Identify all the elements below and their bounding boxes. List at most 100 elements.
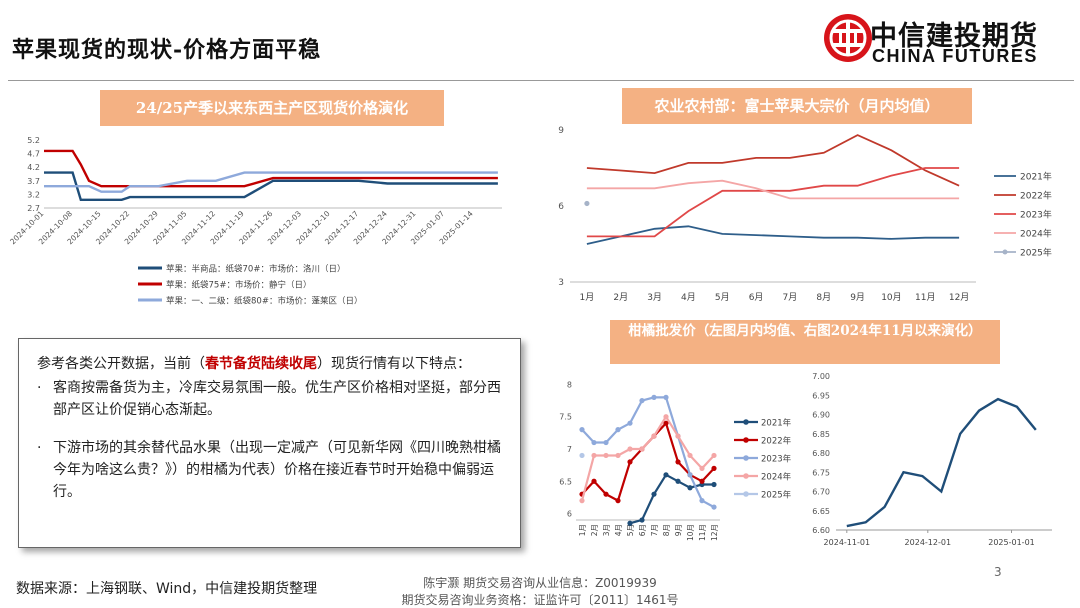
series-point — [675, 433, 681, 439]
x-tick-label: 11月 — [915, 292, 935, 303]
series-point — [711, 504, 717, 510]
series-line — [586, 167, 960, 238]
series-point — [651, 491, 657, 497]
x-tick-label: 6月 — [638, 524, 647, 536]
series-point — [579, 498, 585, 504]
x-tick-label: 2月 — [613, 292, 628, 303]
series-point — [615, 427, 621, 433]
series-point — [675, 459, 681, 465]
x-tick-label: 3月 — [602, 524, 611, 536]
series-point — [591, 439, 597, 446]
series-point — [699, 498, 705, 504]
series-point — [663, 472, 669, 478]
series-point — [591, 478, 597, 484]
series-point — [615, 498, 621, 504]
y-tick-label: 3.2 — [27, 190, 40, 199]
series-line — [586, 179, 960, 200]
legend-label: 苹果：一、二级：纸袋80#：市场价：蓬莱区（日） — [166, 296, 362, 307]
apple-spot-price-chart: 2.73.23.74.24.75.22024-10-012024-10-0820… — [8, 136, 502, 307]
legend-label: 2021年 — [761, 418, 792, 429]
legend-label: 2022年 — [761, 436, 792, 447]
commentary-bullet: · 客商按需备货为主，冷库交易氛围一般。优生产区价格相对坚挺，部分西部产区让价促销… — [37, 380, 501, 418]
y-tick-label: 7.5 — [559, 413, 572, 422]
x-tick-label: 12月 — [949, 292, 969, 303]
x-tick-label: 1月 — [578, 524, 587, 536]
series-point — [687, 452, 693, 459]
series-point — [651, 433, 657, 439]
x-tick-label: 10月 — [881, 292, 901, 303]
legend-marker — [743, 455, 749, 461]
series-point — [675, 478, 681, 484]
x-tick-label: 11月 — [698, 524, 707, 541]
legend-label: 2021年 — [1020, 171, 1052, 183]
x-tick-label: 5月 — [626, 524, 635, 536]
series-line — [44, 171, 498, 193]
series-point — [603, 491, 609, 497]
series-line — [44, 149, 498, 188]
series-point — [627, 420, 633, 426]
y-tick-label: 8 — [567, 380, 572, 389]
x-tick-label: 8月 — [662, 524, 671, 536]
legend-label: 2024年 — [1020, 228, 1052, 240]
legend-label: 2023年 — [1020, 209, 1052, 221]
x-tick-label: 12月 — [710, 524, 719, 541]
x-tick-label: 4月 — [614, 524, 623, 536]
y-tick-label: 6.95 — [812, 391, 830, 400]
series-line — [586, 225, 960, 245]
legend-marker — [743, 419, 749, 425]
series-point — [639, 517, 645, 523]
series-point — [651, 394, 657, 400]
series-point — [627, 520, 633, 526]
legend-label: 2025年 — [761, 490, 792, 501]
legend-label: 2022年 — [1020, 190, 1052, 202]
x-tick-label: 2025-01-01 — [988, 538, 1035, 547]
series-point — [699, 465, 705, 471]
y-tick-label: 4.7 — [27, 150, 40, 159]
y-tick-label: 7.00 — [812, 372, 830, 381]
x-tick-label: 1月 — [580, 292, 595, 303]
page-number: 3 — [994, 565, 1002, 579]
legend-label: 2024年 — [761, 472, 792, 483]
commentary-intro: 参考各类公开数据，当前（春节备货陆续收尾）现货行情有以下特点： — [37, 356, 471, 372]
data-source: 数据来源：上海钢联、Wind，中信建投期货整理 — [16, 581, 318, 597]
y-tick-label: 5.2 — [27, 136, 40, 145]
fuji-apple-bulk-price-chart: 3 6 9 1月 2月 3月 4月 5月 6月 7月 8月 9月 10月 11月 12月 2021年 2022年… — [558, 126, 1052, 303]
y-tick-label: 6.65 — [812, 507, 830, 516]
series-point — [627, 459, 633, 465]
citrus-recent-price-chart: 6.60 6.65 6.70 6.75 6.80 6.85 6.90 6.95 7.00 2024… — [812, 372, 1052, 547]
left-chart-title: 24/25产季以来东西主产区现货价格演化 — [100, 90, 444, 126]
x-tick-label: 2024-11-01 — [824, 538, 871, 547]
legend-marker — [743, 437, 749, 443]
series-point — [627, 446, 633, 452]
right-chart-title: 农业农村部：富士苹果大宗价（月内均值） — [622, 88, 972, 124]
series-point — [591, 452, 597, 459]
analyst-info: 陈宇灏 期货交易咨询从业信息：Z0019939 — [423, 576, 657, 590]
x-tick-label: 4月 — [681, 292, 696, 303]
y-tick-label: 3.7 — [27, 177, 40, 186]
y-tick-label: 6.60 — [812, 526, 830, 535]
y-tick-label: 6.75 — [812, 468, 830, 477]
x-tick-label: 10月 — [686, 524, 695, 541]
logo-chinese-name: 中信建投期货 — [870, 21, 1038, 52]
series-point — [663, 420, 669, 426]
legend-marker — [743, 473, 749, 479]
series-point — [603, 452, 609, 459]
series-point — [579, 427, 585, 433]
series-point — [711, 481, 717, 488]
y-tick-label: 6.5 — [559, 477, 572, 486]
commentary-highlight: 春节备货陆续收尾 — [205, 356, 317, 372]
y-tick-label: 2.7 — [27, 204, 40, 213]
series-point — [687, 485, 693, 491]
x-tick-label: 7月 — [783, 292, 798, 303]
series-line — [580, 414, 715, 501]
x-tick-label: 9月 — [850, 292, 865, 303]
commentary-bullet: · 下游市场的其余替代品水果（出现一定减产（可见新华网《四川晚熟柑橘今年为啥这么贵… — [37, 440, 501, 500]
x-tick-label: 5月 — [715, 292, 730, 303]
y-tick-label: 6 — [567, 510, 572, 519]
series-point — [711, 452, 717, 459]
series-point — [699, 478, 705, 484]
series-line — [846, 397, 1037, 528]
legend-marker — [1002, 249, 1008, 255]
title-divider — [8, 80, 1074, 81]
commentary-box: 参考各类公开数据，当前（春节备货陆续收尾）现货行情有以下特点： · 客商按需备货为… — [18, 338, 521, 548]
